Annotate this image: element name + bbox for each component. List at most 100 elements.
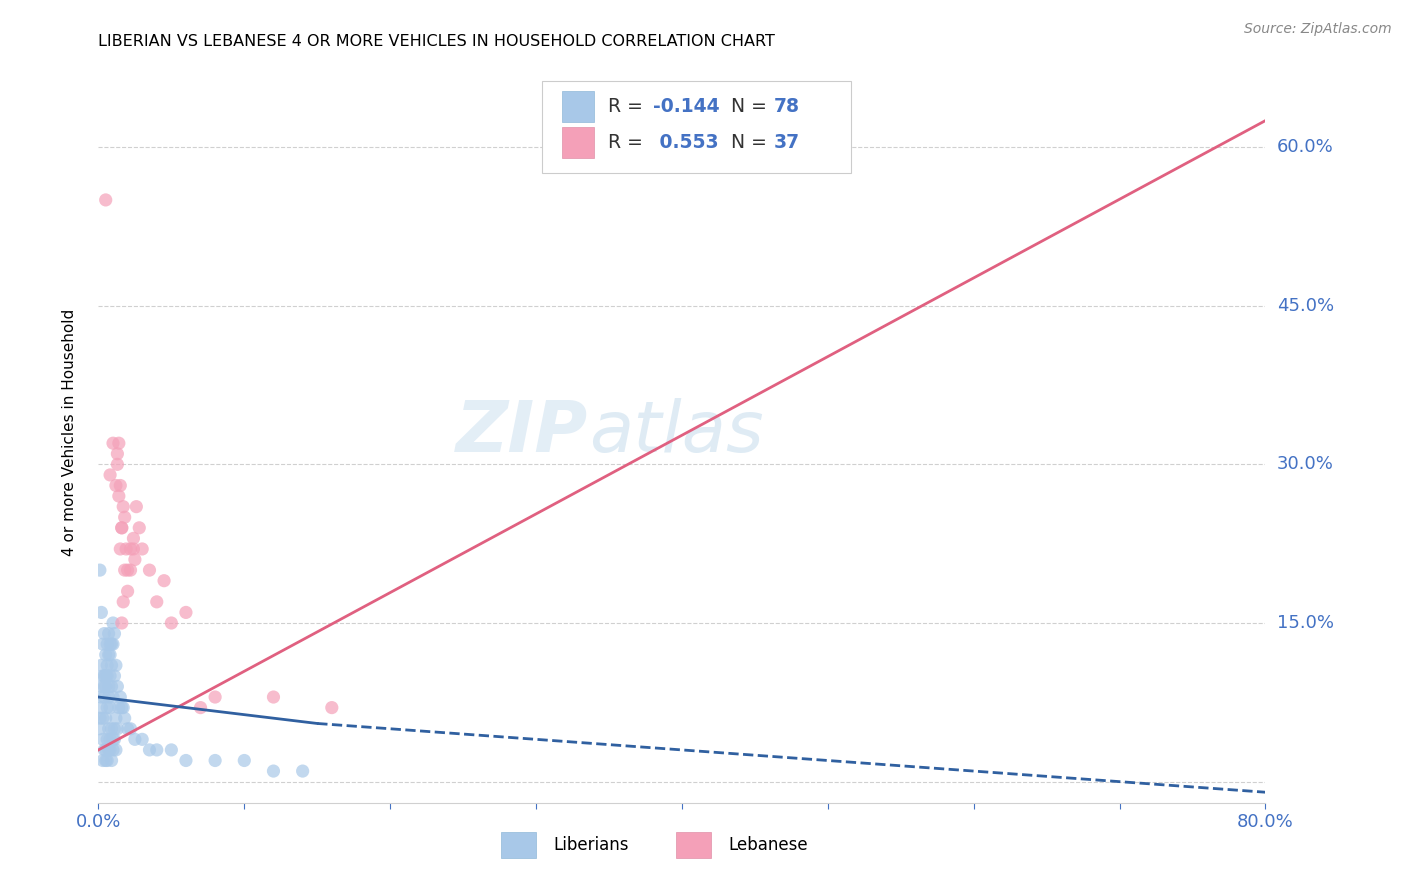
Point xyxy=(262,690,284,704)
Point xyxy=(97,680,120,694)
Point xyxy=(94,743,117,757)
Point xyxy=(100,680,122,694)
Point xyxy=(112,595,135,609)
Point xyxy=(105,458,128,472)
Point xyxy=(117,563,139,577)
Point xyxy=(101,615,124,630)
Point xyxy=(96,658,118,673)
Point xyxy=(93,743,115,757)
Point xyxy=(98,743,121,757)
Point xyxy=(124,732,146,747)
Point xyxy=(233,754,256,768)
Point xyxy=(97,648,120,662)
Point xyxy=(93,680,115,694)
Point xyxy=(94,648,117,662)
Point xyxy=(104,478,127,492)
Point xyxy=(120,541,142,556)
Text: N =: N = xyxy=(731,133,773,152)
Point xyxy=(103,669,125,683)
Point xyxy=(96,732,118,747)
Point xyxy=(160,743,183,757)
Point xyxy=(204,690,226,704)
Bar xyxy=(501,832,536,858)
Text: ZIP: ZIP xyxy=(457,398,589,467)
Point xyxy=(91,669,114,683)
Text: 37: 37 xyxy=(775,133,800,152)
Point xyxy=(108,700,131,714)
Point xyxy=(101,732,124,747)
Point xyxy=(153,574,176,588)
Point xyxy=(138,743,160,757)
Point xyxy=(94,754,117,768)
Point xyxy=(101,637,124,651)
Point xyxy=(98,648,121,662)
Point xyxy=(114,711,136,725)
Point xyxy=(101,436,124,450)
Text: atlas: atlas xyxy=(589,398,763,467)
Point xyxy=(97,626,120,640)
Point xyxy=(104,711,127,725)
Bar xyxy=(562,91,595,122)
Point xyxy=(101,743,124,757)
Point xyxy=(174,754,197,768)
Point xyxy=(96,700,118,714)
Point xyxy=(112,700,135,714)
Point xyxy=(91,711,114,725)
Point xyxy=(94,711,117,725)
Text: 30.0%: 30.0% xyxy=(1277,455,1334,474)
Bar xyxy=(676,832,711,858)
Point xyxy=(90,606,112,620)
Point xyxy=(262,764,284,778)
Point xyxy=(110,541,132,556)
Point xyxy=(124,552,146,566)
Point xyxy=(122,541,145,556)
Point xyxy=(100,754,122,768)
Point xyxy=(103,626,125,640)
Point xyxy=(291,764,314,778)
Point xyxy=(96,637,118,651)
Point xyxy=(90,700,112,714)
Point xyxy=(93,669,115,683)
Point xyxy=(98,467,121,482)
Point xyxy=(98,700,121,714)
Point xyxy=(321,700,343,714)
Point xyxy=(98,637,121,651)
Text: 60.0%: 60.0% xyxy=(1277,138,1334,156)
Y-axis label: 4 or more Vehicles in Household: 4 or more Vehicles in Household xyxy=(62,309,77,557)
Point xyxy=(103,732,125,747)
Bar xyxy=(562,127,595,158)
Point xyxy=(89,711,111,725)
Text: N =: N = xyxy=(731,97,773,116)
Point xyxy=(90,680,112,694)
Point xyxy=(100,658,122,673)
Point xyxy=(190,700,212,714)
Point xyxy=(108,436,131,450)
Point xyxy=(111,521,134,535)
Point xyxy=(114,510,136,524)
Text: LIBERIAN VS LEBANESE 4 OR MORE VEHICLES IN HOUSEHOLD CORRELATION CHART: LIBERIAN VS LEBANESE 4 OR MORE VEHICLES … xyxy=(98,34,775,49)
Point xyxy=(104,743,127,757)
Text: 0.553: 0.553 xyxy=(652,133,718,152)
Point xyxy=(114,563,136,577)
Point xyxy=(93,690,115,704)
Text: R =: R = xyxy=(609,133,650,152)
Point xyxy=(115,541,138,556)
Point xyxy=(98,732,121,747)
Point xyxy=(100,637,122,651)
Point xyxy=(105,722,128,736)
Point xyxy=(112,500,135,514)
Point xyxy=(89,722,111,736)
Point xyxy=(90,658,112,673)
Text: Source: ZipAtlas.com: Source: ZipAtlas.com xyxy=(1244,22,1392,37)
Text: Liberians: Liberians xyxy=(554,836,628,854)
Point xyxy=(138,563,160,577)
Point xyxy=(111,700,134,714)
Point xyxy=(204,754,226,768)
Point xyxy=(110,690,132,704)
Point xyxy=(117,722,139,736)
Text: 45.0%: 45.0% xyxy=(1277,297,1334,315)
Point xyxy=(101,690,124,704)
Point xyxy=(128,521,150,535)
Point xyxy=(111,615,134,630)
Point xyxy=(111,521,134,535)
